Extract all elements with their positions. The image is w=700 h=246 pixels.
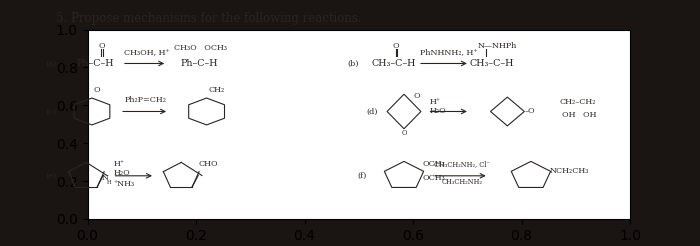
Text: O: O	[414, 92, 420, 100]
Text: –O: –O	[524, 108, 535, 115]
Text: CHO: CHO	[198, 160, 218, 168]
Text: O: O	[94, 86, 100, 94]
Text: OCH₃: OCH₃	[423, 174, 445, 182]
Text: Ph₂P=CH₂: Ph₂P=CH₂	[125, 96, 167, 104]
Text: (a): (a)	[45, 60, 56, 67]
Text: CH₃–C–H: CH₃–C–H	[470, 59, 514, 68]
Text: H₂O: H₂O	[429, 108, 446, 115]
Text: (f): (f)	[357, 172, 366, 180]
Text: (c): (c)	[45, 108, 56, 115]
Text: CH₂–CH₂: CH₂–CH₂	[559, 98, 596, 106]
Text: ⁺NH₃: ⁺NH₃	[113, 180, 134, 188]
Text: O: O	[99, 42, 105, 50]
Text: CH₃OH, H⁺: CH₃OH, H⁺	[124, 48, 169, 56]
Text: (b): (b)	[348, 60, 359, 67]
Text: NCH₂CH₃: NCH₂CH₃	[550, 167, 589, 175]
Text: CH₃CH₂NH₂, Cl⁻: CH₃CH₂NH₂, Cl⁻	[434, 160, 490, 168]
Text: O: O	[393, 42, 399, 50]
Text: CH₂: CH₂	[209, 86, 225, 94]
Text: N: N	[102, 174, 108, 182]
Text: 5. Propose mechanisms for the following reactions.: 5. Propose mechanisms for the following …	[56, 12, 362, 25]
Text: O: O	[402, 129, 407, 137]
Text: OH   OH: OH OH	[562, 111, 596, 119]
Text: H⁺: H⁺	[429, 98, 440, 106]
Text: H₂O: H₂O	[113, 169, 130, 177]
Text: PhNHNH₂, H⁺: PhNHNH₂, H⁺	[420, 48, 477, 56]
Text: CH₃O   OCH₃: CH₃O OCH₃	[174, 44, 227, 52]
Text: (e): (e)	[45, 172, 56, 180]
Text: OCH₃: OCH₃	[423, 160, 445, 168]
Text: H: H	[107, 180, 111, 185]
Text: CH₃–C–H: CH₃–C–H	[371, 59, 416, 68]
Text: N—NHPh: N—NHPh	[477, 42, 517, 50]
Text: Ph–C–H: Ph–C–H	[181, 59, 218, 68]
Text: CH₃CH₂NH₂: CH₃CH₂NH₂	[442, 178, 482, 185]
Text: H⁺: H⁺	[113, 160, 125, 168]
Text: (d): (d)	[366, 108, 378, 115]
Text: Ph–C–H: Ph–C–H	[77, 59, 114, 68]
